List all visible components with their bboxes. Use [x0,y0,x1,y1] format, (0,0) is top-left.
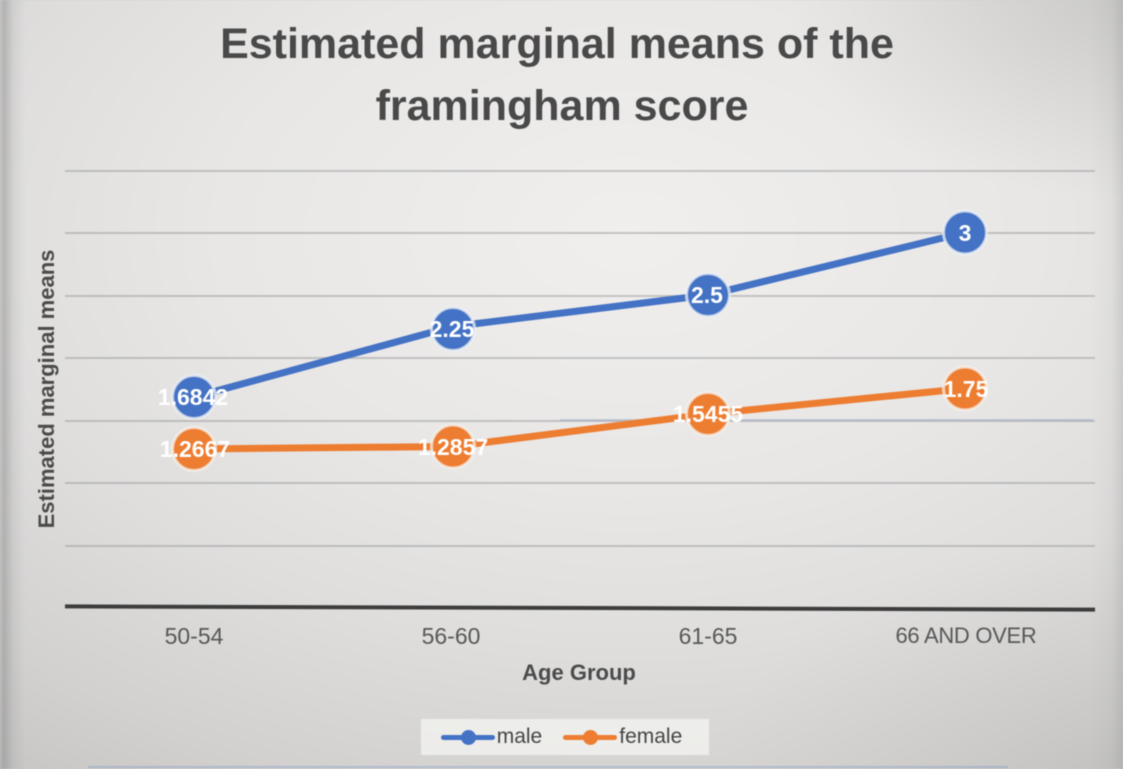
svg-text:2.5: 2.5 [691,282,723,308]
svg-text:1.5455: 1.5455 [673,401,744,427]
svg-text:2.25: 2.25 [430,316,475,342]
svg-text:1.75: 1.75 [944,376,989,402]
svg-text:1.2667: 1.2667 [160,436,230,462]
svg-text:3: 3 [959,220,972,246]
svg-text:1.2857: 1.2857 [418,434,488,460]
svg-text:1.6842: 1.6842 [158,384,228,410]
